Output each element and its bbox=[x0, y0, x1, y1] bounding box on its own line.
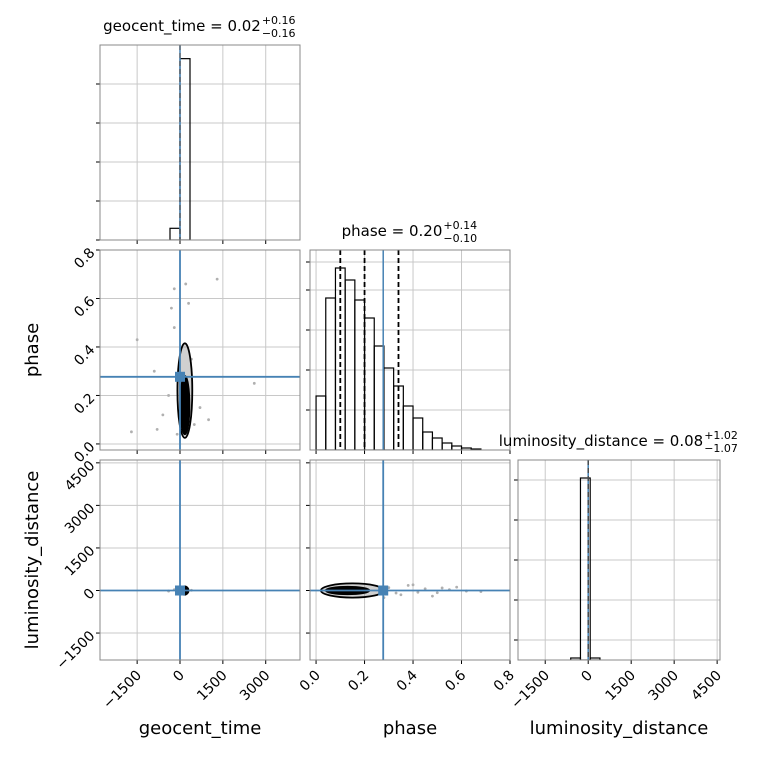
x-tick-label: 0.6 bbox=[442, 667, 469, 694]
x-axis-label: geocent_time bbox=[139, 718, 262, 739]
y-tick-label: 0 bbox=[81, 586, 99, 604]
title-lower: −0.16 bbox=[262, 27, 296, 40]
truth-marker bbox=[378, 585, 389, 596]
sample-point bbox=[423, 587, 427, 591]
hist-bar bbox=[431, 437, 443, 450]
sample-point bbox=[184, 282, 188, 286]
sample-point bbox=[440, 586, 444, 590]
sample-point bbox=[172, 287, 176, 291]
title-upper: +1.02 bbox=[704, 429, 738, 442]
panel-title: luminosity_distance = 0.08 bbox=[499, 432, 703, 451]
panel-frame bbox=[309, 459, 511, 661]
sample-point bbox=[215, 277, 219, 281]
y-tick-label: 3000 bbox=[62, 500, 99, 537]
y-tick-label: −1500 bbox=[54, 628, 99, 673]
panel-frame bbox=[517, 459, 721, 661]
sample-point bbox=[207, 418, 210, 422]
panel-title: geocent_time = 0.02 bbox=[103, 17, 261, 36]
panel bbox=[310, 460, 510, 660]
hist-bar bbox=[412, 417, 424, 450]
hist-bar bbox=[354, 299, 366, 450]
panel-frame bbox=[309, 249, 511, 451]
panel-frame bbox=[99, 249, 301, 451]
sample-point bbox=[170, 306, 173, 310]
x-tick-label: 0.4 bbox=[394, 667, 421, 694]
x-axis-label: luminosity_distance bbox=[530, 718, 709, 739]
sample-point bbox=[431, 594, 434, 598]
sample-point bbox=[155, 427, 159, 431]
x-tick-label: −1500 bbox=[100, 668, 145, 713]
sample-point bbox=[399, 593, 403, 597]
panel bbox=[100, 250, 300, 450]
hist-bar bbox=[579, 477, 591, 660]
contour bbox=[179, 375, 191, 436]
hist-bar bbox=[344, 279, 356, 450]
sample-point bbox=[161, 413, 165, 417]
sample-point bbox=[175, 432, 179, 436]
hist-bar bbox=[451, 445, 463, 450]
sample-point bbox=[167, 394, 170, 397]
y-tick-label: 0.2 bbox=[71, 391, 98, 418]
y-axis-label: phase bbox=[22, 323, 43, 377]
x-tick-label: 0 bbox=[578, 668, 596, 686]
sample-point bbox=[130, 430, 133, 434]
sample-point bbox=[406, 583, 410, 587]
hist-bar bbox=[422, 431, 434, 450]
x-axis-label: phase bbox=[383, 718, 437, 739]
sample-point bbox=[187, 301, 190, 305]
hist-bar bbox=[383, 367, 395, 450]
title-lower: −1.07 bbox=[704, 442, 738, 455]
panel-title: phase = 0.20 bbox=[342, 222, 443, 240]
title-upper: +0.16 bbox=[262, 14, 296, 27]
truth-marker bbox=[175, 371, 185, 382]
x-tick-label: 1500 bbox=[602, 668, 639, 705]
hist-bar bbox=[589, 657, 601, 660]
panel bbox=[100, 45, 300, 240]
x-tick-label: 3000 bbox=[645, 668, 682, 705]
sample-point bbox=[394, 591, 398, 595]
panel bbox=[310, 250, 510, 450]
hist-bar bbox=[441, 442, 453, 450]
x-tick-label: 0.8 bbox=[491, 668, 518, 695]
x-tick-label: 1500 bbox=[194, 668, 231, 705]
sample-point bbox=[198, 406, 202, 409]
y-tick-label: 0.6 bbox=[71, 293, 98, 320]
y-tick-label: 0.4 bbox=[71, 342, 98, 369]
hist-bar bbox=[315, 395, 327, 450]
hist-bar bbox=[402, 405, 414, 450]
panel bbox=[100, 460, 300, 660]
x-tick-label: 0.0 bbox=[297, 668, 324, 695]
sample-point bbox=[135, 338, 139, 342]
y-tick-label: 0.8 bbox=[71, 245, 98, 272]
y-tick-label: 1500 bbox=[62, 543, 99, 580]
sample-point bbox=[435, 591, 439, 595]
panel-frame bbox=[99, 44, 301, 241]
hist-bar bbox=[325, 297, 337, 450]
x-tick-label: −1500 bbox=[508, 668, 553, 713]
x-tick-label: 0.2 bbox=[345, 668, 372, 695]
title-lower: −0.10 bbox=[443, 232, 477, 245]
sample-point bbox=[455, 585, 459, 589]
hist-bar bbox=[179, 58, 191, 240]
sample-point bbox=[411, 583, 415, 587]
y-axis-label: luminosity_distance bbox=[22, 471, 43, 650]
x-tick-label: 4500 bbox=[688, 668, 725, 705]
panel-frame bbox=[99, 459, 301, 661]
sample-point bbox=[192, 423, 196, 426]
title-upper: +0.14 bbox=[443, 219, 477, 232]
sample-point bbox=[252, 381, 256, 385]
panel bbox=[518, 460, 720, 660]
sample-point bbox=[416, 590, 420, 594]
sample-point bbox=[152, 369, 156, 373]
truth-marker bbox=[175, 585, 185, 596]
hist-bar bbox=[363, 317, 375, 450]
hist-bar bbox=[169, 227, 181, 240]
sample-point bbox=[172, 326, 176, 329]
x-tick-label: 0 bbox=[170, 668, 188, 686]
x-tick-label: 3000 bbox=[237, 668, 274, 705]
